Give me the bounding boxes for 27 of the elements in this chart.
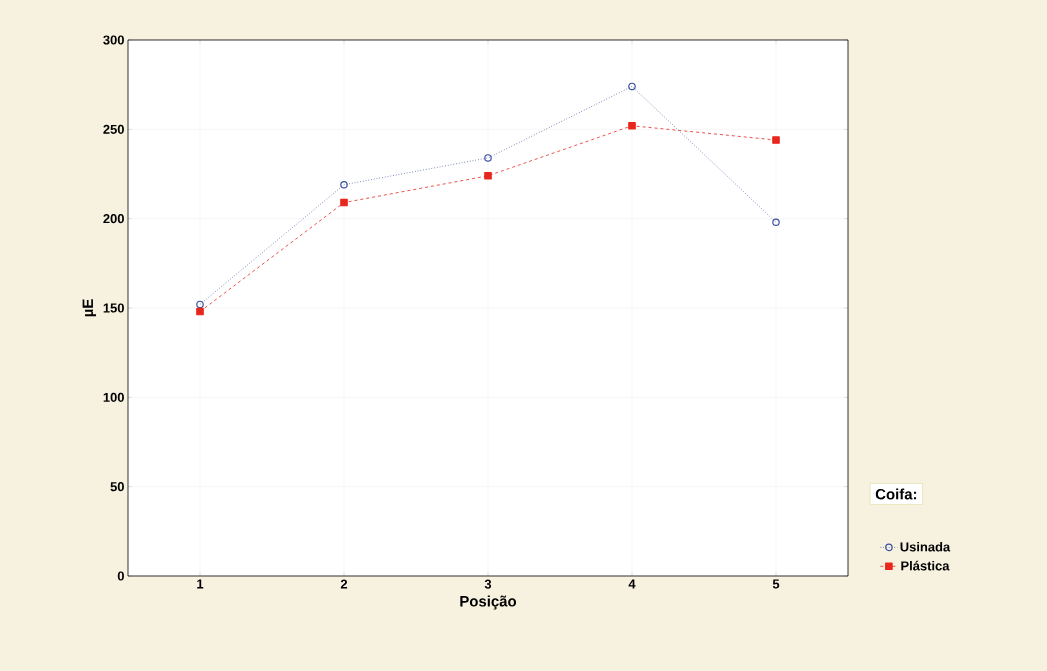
point bbox=[772, 136, 780, 144]
x-tick-label: 4 bbox=[628, 579, 636, 589]
point bbox=[484, 171, 492, 180]
legend-label: Plástica bbox=[901, 560, 950, 571]
point bbox=[628, 121, 636, 130]
x-tick-label: 3 bbox=[484, 579, 492, 589]
point bbox=[340, 198, 348, 207]
point bbox=[484, 154, 492, 162]
x-tick-label: 5 bbox=[772, 579, 780, 589]
legend-title: Coifa: bbox=[875, 488, 917, 500]
y-tick-label: 200 bbox=[103, 214, 124, 224]
y-tick-label: 250 bbox=[103, 124, 124, 134]
x-tick-label: 1 bbox=[197, 579, 204, 589]
y-tick-label: 50 bbox=[110, 482, 124, 492]
y-tick-label: 300 bbox=[103, 35, 124, 45]
legend-label: Usinada bbox=[900, 541, 951, 552]
point bbox=[196, 300, 204, 309]
y-axis-title: µE bbox=[82, 299, 97, 317]
point bbox=[628, 82, 636, 91]
point bbox=[196, 307, 204, 316]
point bbox=[340, 180, 348, 189]
y-tick-label: 150 bbox=[103, 303, 124, 313]
y-tick-label: 100 bbox=[103, 392, 124, 402]
y-tick-label: 0 bbox=[117, 571, 124, 581]
x-tick-label: 2 bbox=[340, 579, 348, 589]
x-axis-title: Posição bbox=[460, 595, 517, 610]
point bbox=[772, 218, 780, 227]
